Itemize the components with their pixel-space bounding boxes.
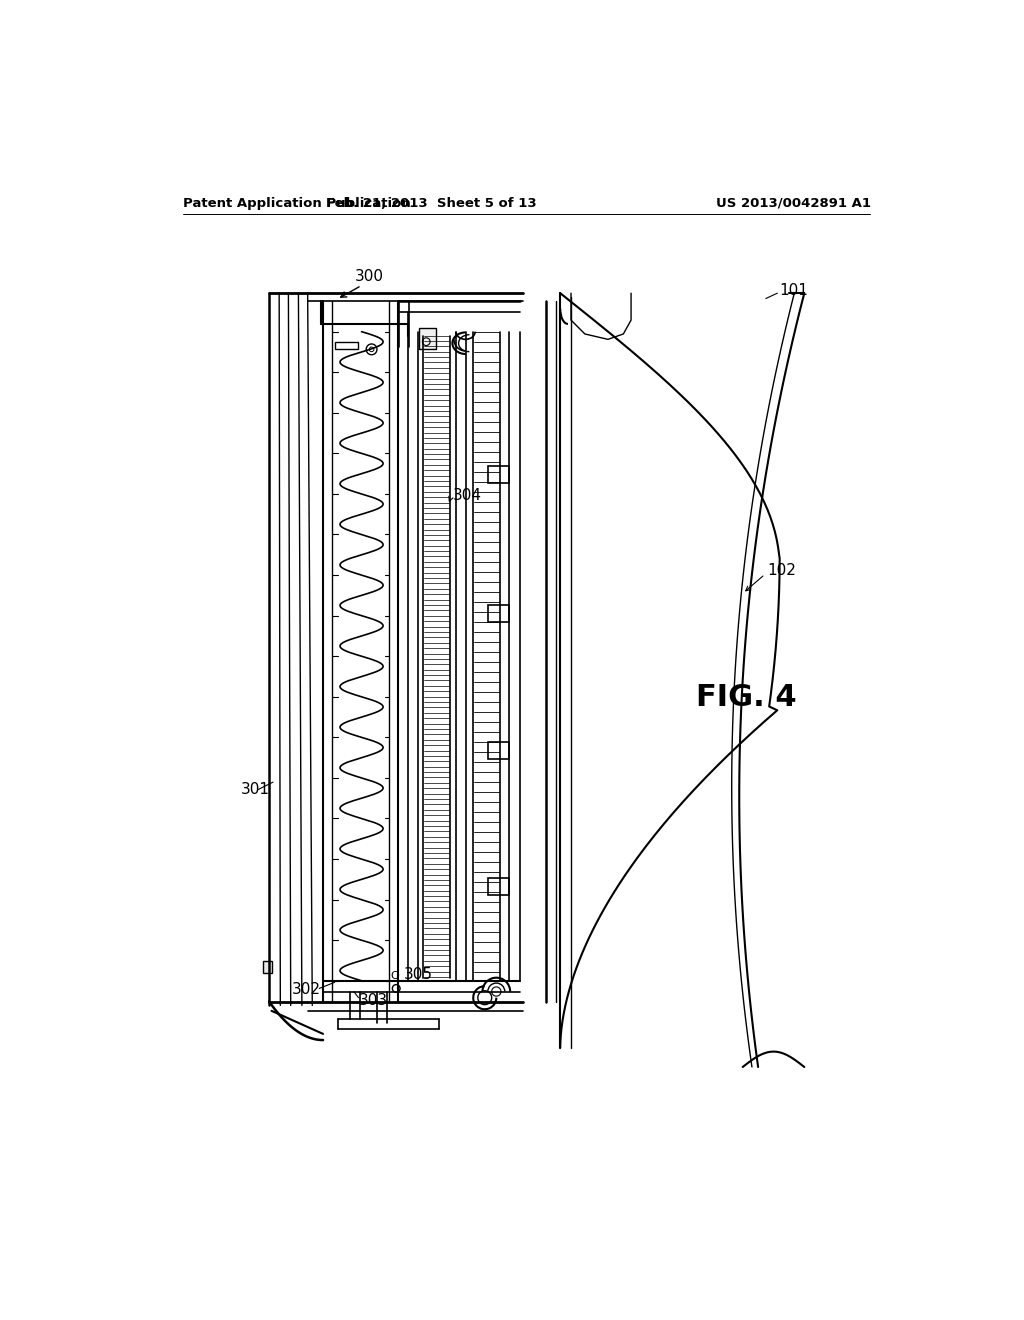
Text: 101: 101 bbox=[779, 284, 809, 298]
Text: US 2013/0042891 A1: US 2013/0042891 A1 bbox=[716, 197, 870, 210]
Text: 304: 304 bbox=[453, 488, 481, 503]
Text: FIG. 4: FIG. 4 bbox=[696, 682, 797, 711]
Text: 301: 301 bbox=[241, 783, 269, 797]
Text: Patent Application Publication: Patent Application Publication bbox=[183, 197, 411, 210]
Text: 305: 305 bbox=[403, 968, 433, 982]
Bar bbox=[335, 342, 357, 350]
Text: 102: 102 bbox=[767, 562, 797, 578]
Text: O: O bbox=[390, 972, 399, 981]
Bar bbox=[487, 466, 509, 483]
Text: Feb. 21, 2013  Sheet 5 of 13: Feb. 21, 2013 Sheet 5 of 13 bbox=[326, 197, 537, 210]
Text: 300: 300 bbox=[354, 269, 384, 284]
Bar bbox=[487, 742, 509, 759]
Text: 303: 303 bbox=[359, 993, 388, 1007]
Bar bbox=[419, 327, 436, 350]
Bar bbox=[487, 878, 509, 895]
Text: 302: 302 bbox=[292, 982, 321, 998]
Bar bbox=[487, 605, 509, 622]
Bar bbox=[263, 961, 272, 973]
